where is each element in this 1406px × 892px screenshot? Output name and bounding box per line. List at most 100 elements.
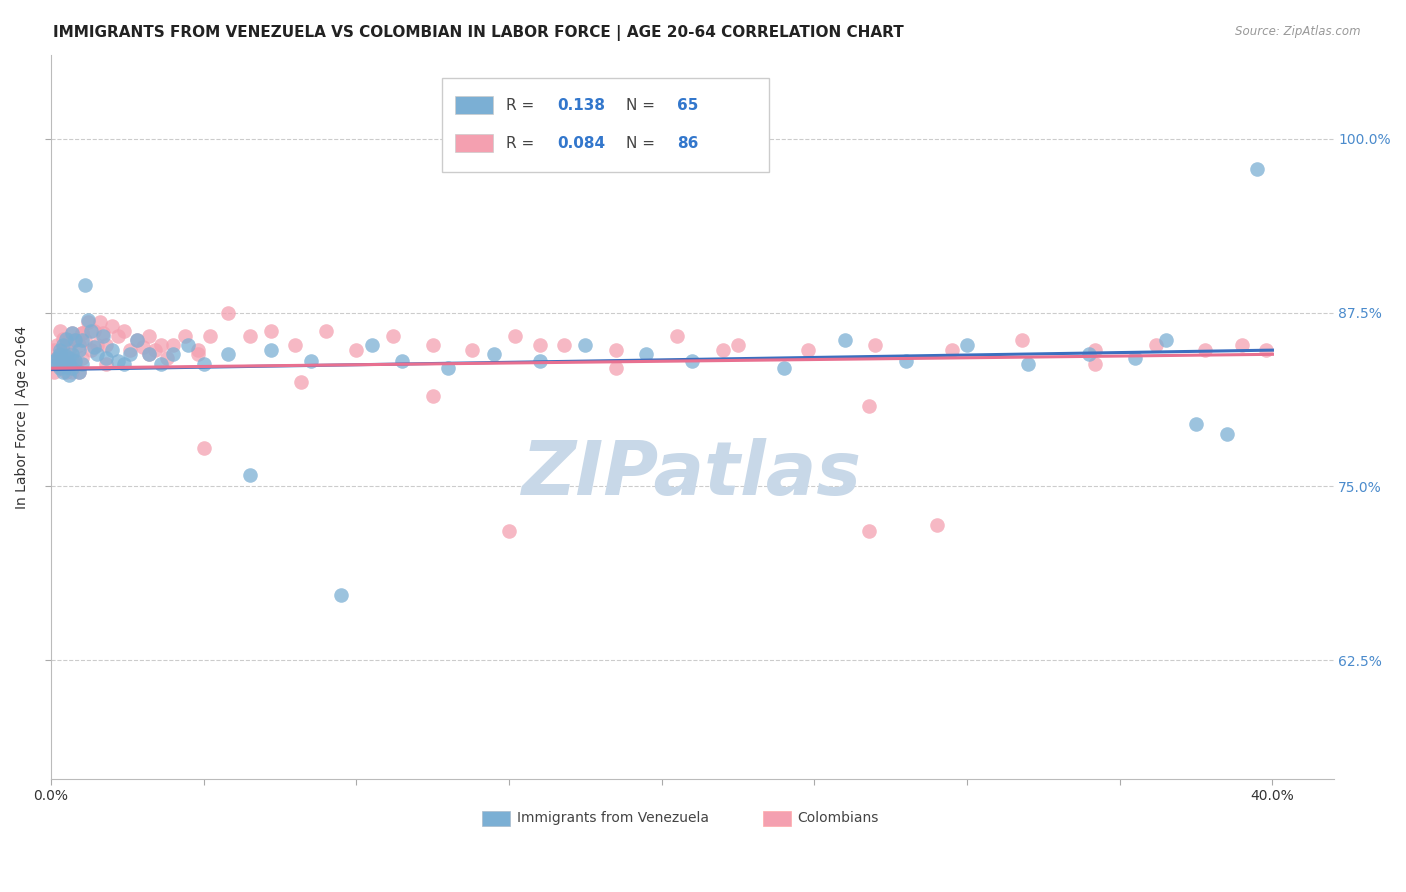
Point [76, 312, 98, 326]
Text: Colombians: Colombians [797, 812, 879, 825]
Point [52, 332, 75, 346]
Point [553, 337, 575, 351]
Point [49, 324, 72, 338]
Text: R =: R = [506, 136, 540, 151]
Point [894, 354, 917, 368]
Point [101, 319, 124, 334]
Point [107, 329, 129, 343]
Point [52, 365, 75, 379]
Point [834, 334, 856, 348]
Point [55, 332, 77, 346]
Point [290, 375, 312, 389]
Text: 65: 65 [676, 98, 699, 113]
Point [52, 337, 75, 351]
Point [46, 351, 69, 366]
FancyBboxPatch shape [441, 78, 769, 172]
Text: 0.084: 0.084 [558, 136, 606, 151]
Point [1078, 347, 1101, 361]
Point [238, 468, 260, 483]
Point [156, 351, 179, 366]
Point [112, 357, 135, 371]
Point [574, 337, 596, 351]
Text: 86: 86 [676, 136, 699, 151]
Point [91, 329, 114, 343]
Point [58, 334, 80, 348]
Point [193, 357, 215, 371]
Point [42, 365, 65, 379]
Point [284, 337, 307, 351]
Point [46, 357, 69, 371]
Point [60, 326, 83, 341]
Point [1194, 343, 1216, 358]
Point [120, 343, 142, 358]
Point [217, 347, 239, 361]
Point [125, 334, 148, 348]
Point [382, 329, 405, 343]
Point [70, 351, 93, 366]
Y-axis label: In Labor Force | Age 20-64: In Labor Force | Age 20-64 [15, 326, 30, 508]
Point [529, 354, 551, 368]
Point [46, 354, 69, 368]
Point [149, 357, 172, 371]
Point [681, 354, 703, 368]
Point [65, 357, 87, 371]
Point [73, 277, 96, 292]
Point [58, 357, 80, 371]
Point [217, 305, 239, 319]
Text: N =: N = [626, 98, 659, 113]
Point [1011, 334, 1033, 348]
Point [162, 337, 184, 351]
Point [70, 326, 93, 341]
Point [260, 343, 283, 358]
Point [1230, 337, 1253, 351]
Point [70, 334, 93, 348]
Point [60, 361, 83, 376]
Point [299, 354, 322, 368]
Point [1185, 417, 1208, 431]
Point [58, 351, 80, 366]
Point [83, 324, 105, 338]
Point [70, 326, 93, 341]
Point [49, 359, 72, 374]
Point [86, 347, 108, 361]
Point [80, 343, 103, 358]
Point [1084, 357, 1107, 371]
Point [391, 354, 413, 368]
Point [193, 441, 215, 455]
Point [107, 354, 129, 368]
Point [360, 337, 382, 351]
Point [52, 343, 75, 358]
Point [46, 337, 69, 351]
Point [58, 343, 80, 358]
Point [330, 588, 353, 602]
Point [67, 365, 90, 379]
Point [58, 357, 80, 371]
Point [101, 343, 124, 358]
Point [55, 351, 77, 366]
Point [529, 337, 551, 351]
Point [42, 354, 65, 368]
Point [60, 326, 83, 341]
Point [67, 365, 90, 379]
Text: Source: ZipAtlas.com: Source: ZipAtlas.com [1236, 25, 1361, 38]
Text: R =: R = [506, 98, 540, 113]
Point [67, 343, 90, 358]
Point [956, 337, 979, 351]
Point [1123, 351, 1146, 366]
Point [636, 347, 658, 361]
Point [55, 365, 77, 379]
Point [42, 343, 65, 358]
FancyBboxPatch shape [763, 811, 792, 826]
Point [925, 518, 948, 533]
Point [46, 351, 69, 366]
Point [73, 334, 96, 348]
Point [711, 343, 734, 358]
Text: ZIPatlas: ZIPatlas [522, 438, 862, 511]
Point [49, 361, 72, 376]
Point [55, 359, 77, 374]
Point [858, 399, 880, 413]
Point [198, 329, 221, 343]
Point [125, 334, 148, 348]
Point [49, 343, 72, 358]
Point [773, 361, 796, 376]
